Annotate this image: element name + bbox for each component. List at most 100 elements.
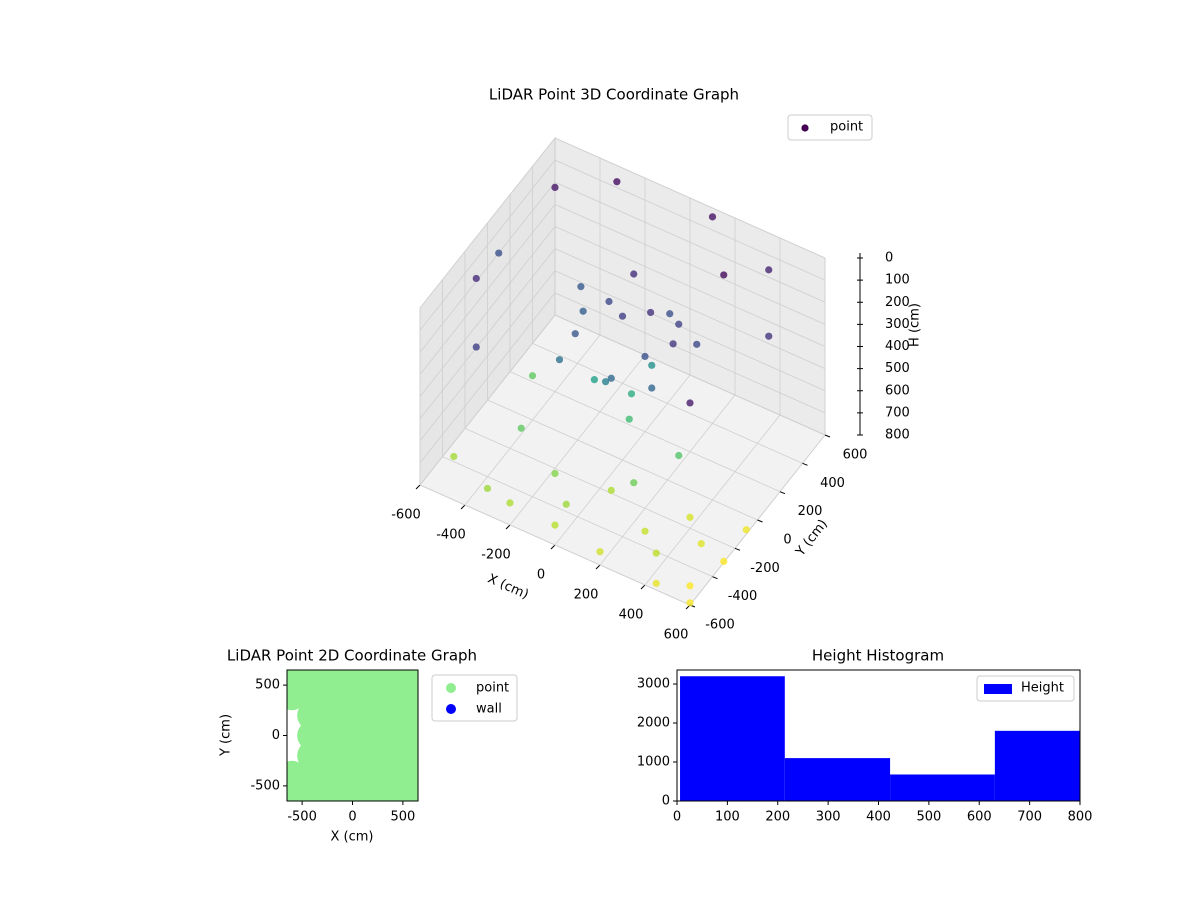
y-axis-label: Y (cm)	[219, 714, 234, 757]
grid-line	[532, 342, 803, 464]
points	[450, 178, 773, 607]
points	[287, 670, 418, 801]
point	[648, 361, 656, 369]
chart-title: Height Histogram	[812, 647, 944, 665]
legend-marker	[801, 124, 809, 132]
z-tick-label: 800	[885, 428, 910, 443]
y-tick-label: 500	[255, 678, 280, 693]
point	[720, 271, 728, 279]
x-tick-label: 700	[1017, 810, 1042, 825]
legend-marker	[446, 683, 456, 693]
x-tick	[460, 504, 466, 510]
point	[697, 540, 705, 548]
grid-line	[419, 204, 556, 375]
grid-line	[419, 137, 556, 309]
z-axis-label: H (cm)	[908, 303, 923, 347]
y-tick-label: 1000	[637, 755, 670, 770]
x-tick-label: 0	[348, 810, 356, 825]
point	[551, 521, 559, 529]
point	[613, 178, 621, 186]
y-tick-label: -600	[705, 618, 735, 633]
grid-line	[419, 484, 691, 606]
bars	[680, 676, 1080, 801]
chart-histogram: Height 0 100 200 300 400 500 600 700 800 0 1000 2000…	[637, 647, 1093, 825]
point	[590, 376, 598, 384]
point	[627, 390, 636, 398]
point	[630, 270, 638, 278]
x-tick-label: -500	[287, 810, 317, 825]
z-tick-label: 500	[885, 361, 910, 376]
chart-2d: point wall -500 0 500 -500 0 500 LiDAR Point 2D …	[219, 647, 518, 845]
x-tick-label: 800	[1068, 810, 1093, 825]
x-tick	[505, 524, 511, 530]
point	[528, 372, 537, 380]
z-tick-label: 100	[885, 273, 910, 288]
chart-title: LiDAR Point 3D Coordinate Graph	[489, 86, 739, 104]
point	[720, 557, 728, 565]
z-tick-label: 600	[885, 383, 910, 398]
y-tick	[824, 434, 831, 438]
grid-line	[554, 181, 826, 303]
point	[517, 424, 525, 432]
grid-line	[554, 159, 826, 281]
x-tick-label: 600	[967, 810, 992, 825]
y-tick-label: -400	[728, 589, 758, 604]
point	[652, 549, 660, 557]
legend-label: point	[476, 681, 509, 696]
y-tick-label: 0	[272, 728, 280, 743]
point	[765, 266, 773, 274]
grid-line	[419, 248, 556, 419]
y-tick-label: 0	[783, 533, 791, 548]
x-tick-label: 400	[866, 810, 891, 825]
grid-line	[464, 427, 736, 549]
grid-line	[554, 270, 826, 392]
x-tick-label: 100	[715, 810, 740, 825]
point	[647, 308, 655, 317]
x-axis-label: X (cm)	[331, 830, 374, 845]
x-tick-label: 400	[619, 608, 644, 623]
grid-line	[419, 314, 556, 486]
legend-label: point	[830, 120, 863, 135]
point	[618, 312, 627, 320]
grid-line	[419, 182, 556, 353]
y-tick-label: -500	[250, 778, 280, 793]
point	[686, 513, 694, 521]
grid-line	[442, 456, 713, 578]
grid-line	[509, 371, 781, 493]
point	[562, 500, 570, 508]
point	[506, 499, 514, 507]
point	[579, 307, 587, 315]
grid-line	[487, 399, 758, 521]
y-tick-label: 600	[843, 448, 868, 463]
x-tick-label: 500	[916, 810, 941, 825]
point	[675, 451, 683, 460]
x-tick-label: 200	[574, 588, 599, 603]
legend-label: wall	[476, 702, 502, 717]
point	[450, 452, 458, 461]
z-tick-label: 400	[885, 339, 910, 354]
point	[495, 249, 503, 257]
point	[686, 399, 694, 407]
grid-line	[554, 137, 826, 259]
x-tick-label: 200	[765, 810, 790, 825]
legend-box	[431, 674, 518, 722]
point	[483, 484, 492, 493]
y-tick	[757, 519, 763, 523]
z-tick-label: 700	[885, 405, 910, 420]
y-tick-label: 3000	[637, 677, 670, 692]
point	[571, 330, 579, 338]
z-tick-label: 200	[885, 295, 910, 310]
legend-label: Height	[1021, 681, 1064, 696]
point	[641, 352, 649, 361]
point	[551, 469, 559, 478]
chart-title: LiDAR Point 2D Coordinate Graph	[227, 647, 477, 665]
x-tick	[595, 564, 601, 570]
grid-line	[419, 226, 556, 397]
point	[669, 340, 677, 348]
y-tick	[779, 491, 786, 495]
x-tick-label: 600	[664, 628, 689, 643]
grid-line	[554, 314, 826, 436]
bar	[890, 774, 995, 801]
bar	[784, 758, 891, 801]
point	[742, 526, 750, 534]
